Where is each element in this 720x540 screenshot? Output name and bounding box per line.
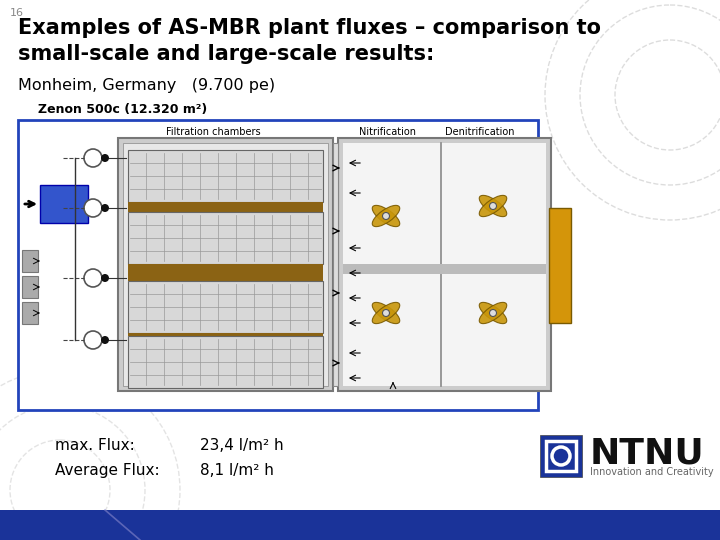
Text: 23,4 l/m² h: 23,4 l/m² h [200, 438, 284, 453]
Circle shape [552, 447, 570, 465]
Text: Average Flux:: Average Flux: [55, 463, 160, 478]
Bar [128, 336, 323, 388]
Text: Zenon 500c (12.320 m²): Zenon 500c (12.320 m²) [38, 103, 207, 116]
Bar [128, 150, 323, 202]
Bar [128, 333, 323, 336]
Ellipse shape [372, 302, 400, 323]
Text: TorOve Leiknes: TorOve Leiknes [315, 518, 405, 531]
Circle shape [101, 336, 109, 344]
Bar [123, 143, 328, 386]
Circle shape [382, 213, 390, 219]
Text: max. Flux:: max. Flux: [55, 438, 135, 453]
Bar [128, 202, 323, 212]
Text: www.ntnu.no: www.ntnu.no [12, 518, 100, 531]
Text: Nitrification: Nitrification [359, 127, 416, 137]
Bar [40, 185, 88, 223]
Bar [128, 212, 323, 264]
Bar [22, 250, 38, 272]
Ellipse shape [372, 205, 400, 227]
Bar [546, 441, 576, 471]
Bar [540, 435, 582, 477]
Text: Denitrification: Denitrification [445, 127, 515, 137]
Bar [128, 264, 323, 281]
Circle shape [101, 274, 109, 282]
Bar [343, 143, 546, 386]
Ellipse shape [372, 302, 400, 323]
Bar [22, 302, 38, 324]
Bar [118, 138, 333, 391]
Text: 16: 16 [10, 8, 24, 18]
Ellipse shape [480, 195, 507, 217]
Ellipse shape [480, 302, 507, 323]
Circle shape [84, 331, 102, 349]
Circle shape [490, 309, 497, 316]
Bar [18, 120, 538, 410]
Bar [333, 143, 338, 386]
Circle shape [84, 149, 102, 167]
Circle shape [101, 154, 109, 162]
Text: NTNU: NTNU [590, 437, 705, 471]
Circle shape [84, 199, 102, 217]
Text: Examples of AS-MBR plant fluxes – comparison to: Examples of AS-MBR plant fluxes – compar… [18, 18, 601, 38]
Ellipse shape [372, 205, 400, 227]
Ellipse shape [480, 302, 507, 323]
Ellipse shape [480, 195, 507, 217]
Text: small-scale and large-scale results:: small-scale and large-scale results: [18, 44, 434, 64]
Bar [128, 281, 323, 333]
Circle shape [101, 204, 109, 212]
Circle shape [84, 269, 102, 287]
Circle shape [490, 202, 497, 210]
Bar [338, 138, 551, 391]
Bar [22, 276, 38, 298]
Bar [343, 264, 546, 274]
Text: Monheim, Germany   (9.700 pe): Monheim, Germany (9.700 pe) [18, 78, 275, 93]
Bar [549, 208, 571, 323]
Text: Filtration chambers: Filtration chambers [166, 127, 261, 137]
Text: 8,1 l/m² h: 8,1 l/m² h [200, 463, 274, 478]
Bar [0, 510, 720, 540]
Text: Innovation and Creativity: Innovation and Creativity [590, 467, 714, 477]
Circle shape [382, 309, 390, 316]
